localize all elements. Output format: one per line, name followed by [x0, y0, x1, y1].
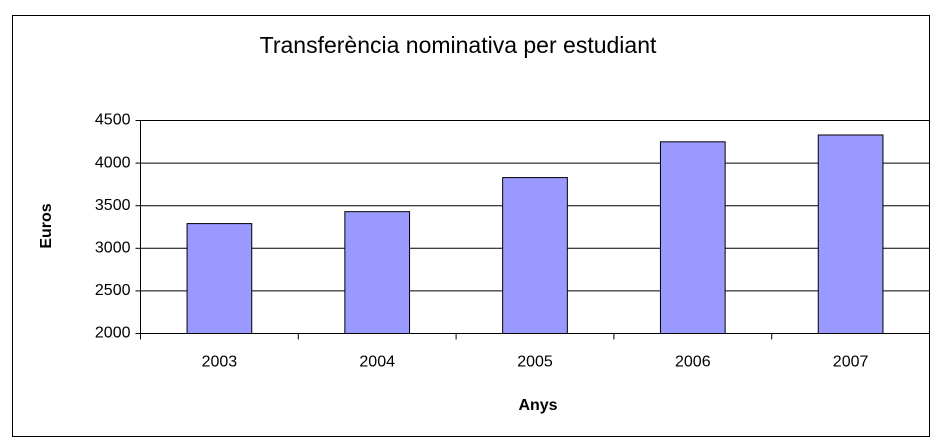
bar	[817, 134, 884, 334]
y-tick-label: 2500	[95, 282, 131, 299]
y-tick-label: 3500	[95, 197, 131, 214]
bar	[344, 211, 411, 334]
bar	[502, 177, 568, 334]
y-tick-label: 3000	[95, 240, 131, 257]
x-tick-label: 2003	[202, 354, 238, 371]
y-axis-title: Euros	[38, 203, 55, 248]
bar	[186, 223, 253, 334]
bar	[659, 141, 726, 334]
x-tick-label: 2005	[517, 354, 553, 371]
chart-frame	[12, 15, 930, 437]
y-tick-label: 4000	[95, 154, 131, 171]
x-axis-title: Anys	[518, 397, 557, 414]
chart-title: Transferència nominativa per estudiant	[260, 32, 657, 58]
x-tick-label: 2007	[833, 354, 869, 371]
x-tick-label: 2006	[675, 354, 711, 371]
y-tick-label: 2000	[95, 325, 131, 342]
x-tick-label: 2004	[359, 354, 395, 371]
y-tick-label: 4500	[95, 112, 131, 129]
